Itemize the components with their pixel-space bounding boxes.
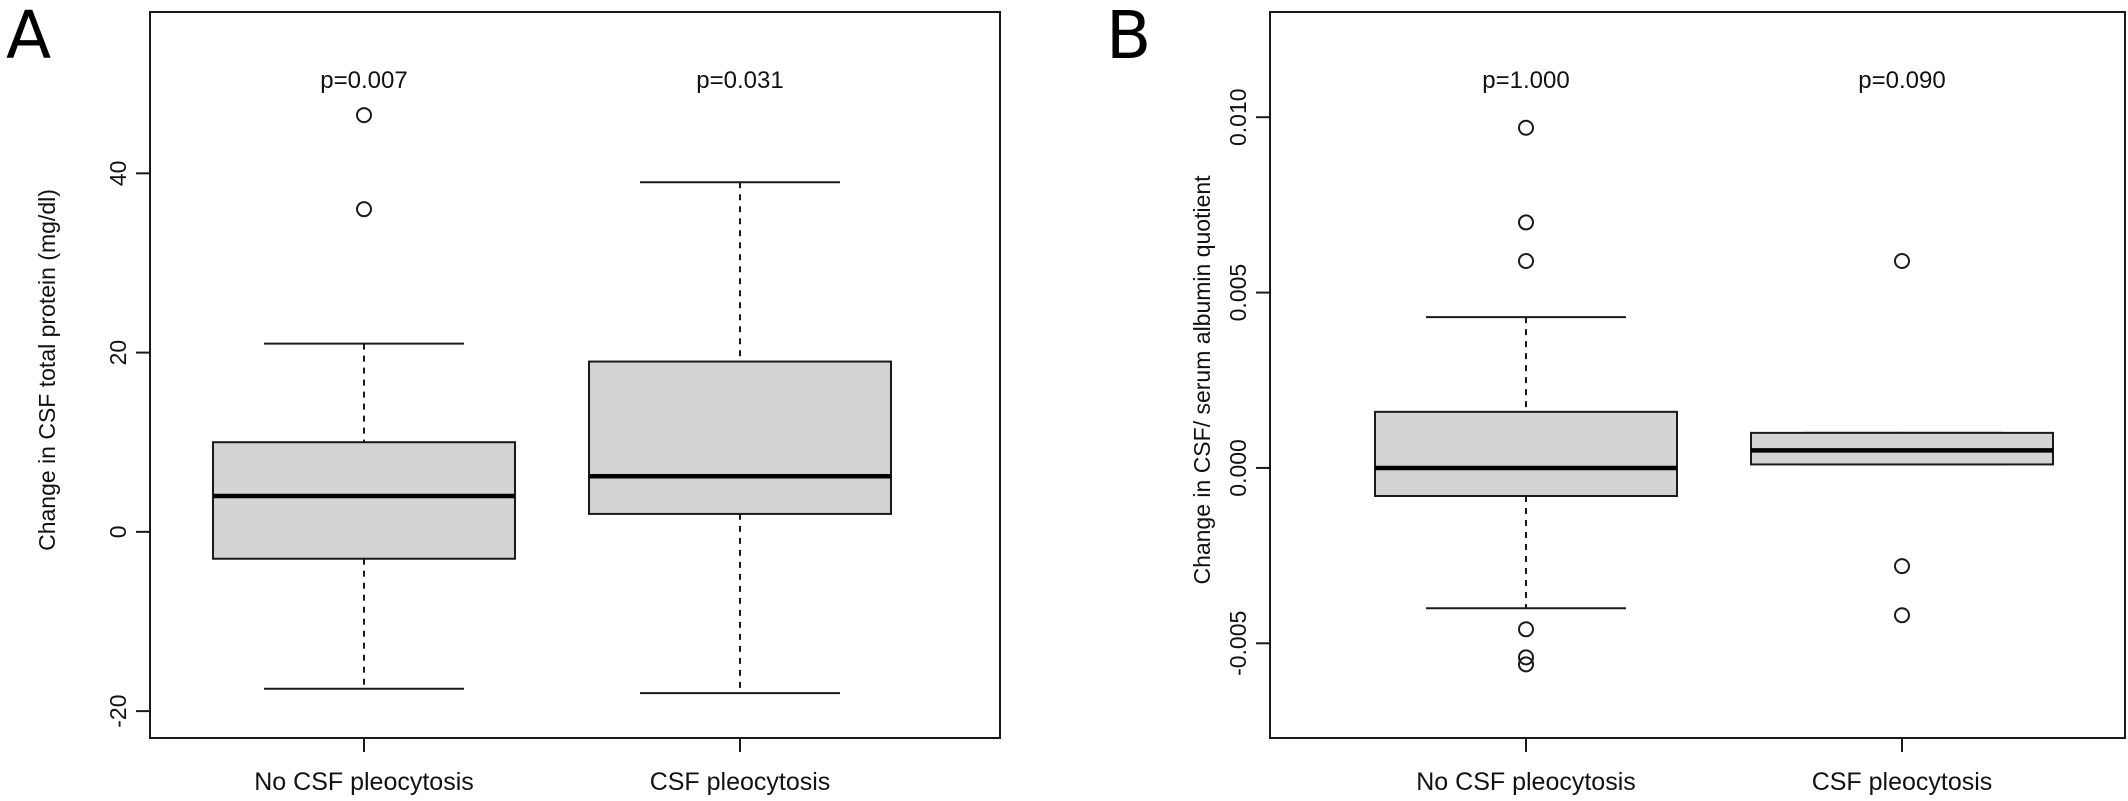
y-tick-label-a: 20 <box>105 340 131 366</box>
outlier-point <box>356 107 372 124</box>
x-category-b-pleocytosis: CSF pleocytosis <box>1812 768 1993 796</box>
panel-letter-a: A <box>6 0 51 74</box>
y-tick-label-b: 0.005 <box>1225 264 1251 322</box>
panel-a: A Change in CSF total protein (mg/dl) p=… <box>6 0 1001 796</box>
pvalue-a-no-pleocytosis: p=0.007 <box>320 67 407 94</box>
iqr-box <box>1374 410 1678 497</box>
outlier-point <box>1894 253 1910 270</box>
outlier-point <box>1518 253 1534 270</box>
iqr-box <box>212 441 516 560</box>
outlier-point <box>1518 621 1534 638</box>
panel-b: B Change in CSF/ serum albumin quotient … <box>1106 0 2126 796</box>
outlier-point <box>1518 649 1534 666</box>
y-tick-label-b: -0.005 <box>1225 611 1251 676</box>
pvalue-b-no-pleocytosis: p=1.000 <box>1482 67 1569 94</box>
y-tick-label-a: 40 <box>105 161 131 187</box>
iqr-box <box>588 360 892 515</box>
outlier-point <box>1518 656 1534 673</box>
y-axis-label-a: Change in CSF total protein (mg/dl) <box>34 189 60 551</box>
x-category-a-pleocytosis: CSF pleocytosis <box>650 768 831 796</box>
y-tick-label-b: 0.000 <box>1225 439 1251 497</box>
y-tick-label-a: -20 <box>105 694 131 727</box>
plot-frame-a <box>149 11 1001 739</box>
outlier-point <box>1518 214 1534 231</box>
x-category-a-no-pleocytosis: No CSF pleocytosis <box>254 768 474 796</box>
y-axis-label-b: Change in CSF/ serum albumin quotient <box>1189 175 1215 585</box>
box-a-no-pleocytosis <box>212 107 516 690</box>
y-tick-label-b: 0.010 <box>1225 88 1251 146</box>
x-category-b-no-pleocytosis: No CSF pleocytosis <box>1416 768 1636 796</box>
plot-frame-b <box>1269 11 2126 739</box>
pvalue-b-pleocytosis: p=0.090 <box>1858 67 1945 94</box>
box-b-pleocytosis <box>1750 253 2054 624</box>
outlier-point <box>356 201 372 218</box>
outlier-point <box>1894 558 1910 575</box>
box-b-no-pleocytosis <box>1374 119 1678 673</box>
outlier-point <box>1518 119 1534 136</box>
pvalue-a-pleocytosis: p=0.031 <box>696 67 783 94</box>
panel-letter-b: B <box>1106 0 1151 74</box>
box-a-pleocytosis <box>588 181 892 695</box>
outlier-point <box>1894 607 1910 624</box>
y-tick-label-a: 0 <box>105 525 131 538</box>
